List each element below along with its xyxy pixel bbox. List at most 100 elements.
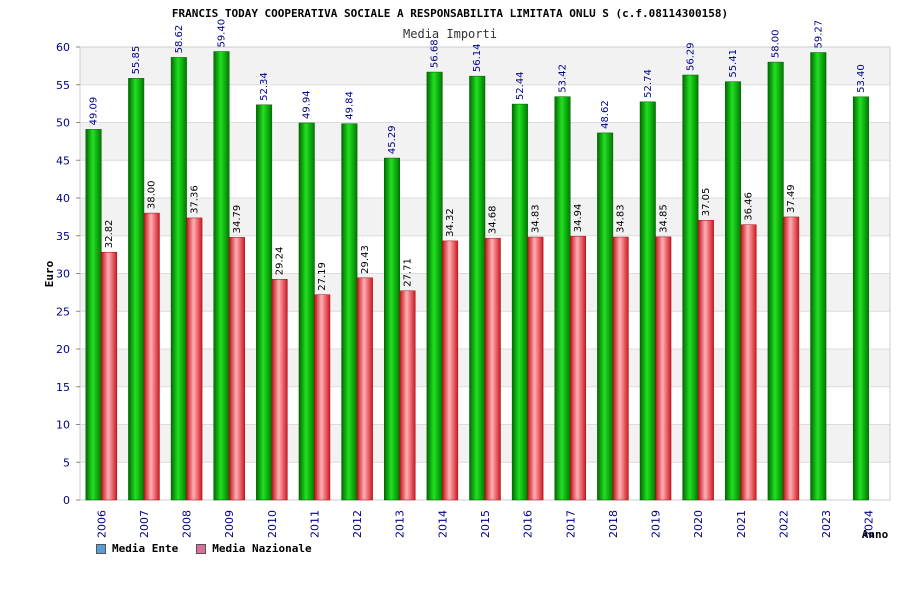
bar-ente-2012 — [341, 123, 358, 501]
data-label-nazionale-2016: 34.83 — [530, 204, 541, 233]
bar-nazionale-2017 — [570, 235, 587, 501]
bar-nazionale-2015 — [484, 237, 501, 501]
y-tick-label: 35 — [56, 230, 70, 243]
bar-nazionale-2009 — [228, 237, 245, 501]
bar-ente-2011 — [298, 122, 315, 501]
x-tick-label-2014: 2014 — [436, 510, 449, 538]
bar-ente-2022 — [767, 61, 784, 501]
bar-nazionale-2013 — [399, 290, 416, 501]
bar-ente-2024 — [852, 96, 869, 501]
x-tick-label-2024: 2024 — [863, 510, 876, 538]
data-label-nazionale-2007: 38.00 — [147, 180, 158, 209]
x-tick-label-2020: 2020 — [692, 510, 705, 538]
data-label-nazionale-2017: 34.94 — [573, 204, 584, 233]
data-label-ente-2023: 59.27 — [813, 20, 824, 49]
data-label-ente-2018: 48.62 — [600, 100, 611, 129]
y-axis: 0 5 10 15 20 25 30 35 40 45 50 55 60 — [56, 41, 80, 507]
bar-ente-2008 — [170, 57, 187, 501]
y-axis-label: Euro — [43, 260, 56, 287]
x-tick-label-2010: 2010 — [266, 510, 279, 538]
y-tick-label: 0 — [63, 494, 70, 507]
bar-ente-2017 — [554, 96, 571, 501]
x-tick-label-2015: 2015 — [479, 510, 492, 538]
chart-title: FRANCIS TODAY COOPERATIVA SOCIALE A RESP… — [172, 7, 728, 20]
data-label-nazionale-2019: 34.85 — [658, 204, 669, 233]
data-label-ente-2013: 45.29 — [387, 125, 398, 154]
bar-nazionale-2008 — [186, 217, 203, 501]
data-label-ente-2017: 53.42 — [558, 64, 569, 93]
data-label-nazionale-2009: 34.79 — [232, 205, 243, 234]
bar-nazionale-2012 — [356, 277, 373, 501]
data-label-ente-2019: 52.74 — [643, 69, 654, 98]
bar-ente-2010 — [256, 104, 273, 501]
data-label-ente-2008: 58.62 — [174, 25, 185, 54]
legend-item-nazionale: Media Nazionale — [196, 542, 312, 555]
bar-nazionale-2020 — [697, 220, 714, 501]
data-label-ente-2014: 56.68 — [430, 39, 441, 68]
x-axis: 2006 2007 2008 2009 2010 2011 2012 2013 2014 2015… — [95, 510, 875, 538]
bar-nazionale-2014 — [442, 240, 459, 501]
x-axis-label: Anno — [862, 528, 889, 541]
x-tick-label-2019: 2019 — [650, 510, 663, 538]
legend-swatch-ente — [96, 543, 106, 554]
bar-nazionale-2019 — [655, 236, 672, 501]
y-tick-label: 20 — [56, 343, 70, 356]
x-tick-label-2018: 2018 — [607, 510, 620, 538]
chart-subtitle: Media Importi — [403, 27, 497, 41]
x-tick-label-2017: 2017 — [564, 510, 577, 538]
y-tick-label: 45 — [56, 154, 70, 167]
bar-ente-2016 — [511, 103, 528, 501]
data-label-nazionale-2021: 36.46 — [744, 192, 755, 221]
y-tick-label: 15 — [56, 381, 70, 394]
bar-ente-2013 — [383, 157, 400, 501]
y-tick-label: 55 — [56, 79, 70, 92]
x-tick-label-2012: 2012 — [351, 510, 364, 538]
legend-item-ente: Media Ente — [96, 542, 178, 555]
data-label-ente-2007: 55.85 — [131, 46, 142, 75]
y-tick-label: 50 — [56, 117, 70, 130]
data-label-ente-2015: 56.14 — [472, 44, 483, 73]
data-label-nazionale-2020: 37.05 — [701, 188, 712, 217]
bar-nazionale-2010 — [271, 278, 288, 501]
x-tick-label-2011: 2011 — [308, 510, 321, 538]
bars-group: 49.09 32.82 55.85 38.00 58.62 37.36 59.40 34.79… — [85, 19, 869, 501]
bar-ente-2023 — [810, 52, 827, 501]
bar-ente-2015 — [469, 75, 486, 501]
data-label-ente-2006: 49.09 — [89, 97, 100, 126]
y-tick-label: 25 — [56, 305, 70, 318]
bar-nazionale-2007 — [143, 212, 160, 501]
data-label-nazionale-2011: 27.19 — [317, 262, 328, 291]
data-label-nazionale-2010: 29.24 — [275, 247, 286, 276]
data-label-ente-2016: 52.44 — [515, 71, 526, 100]
data-label-nazionale-2022: 37.49 — [786, 184, 797, 213]
data-label-nazionale-2013: 27.71 — [402, 258, 413, 287]
legend-label-ente: Media Ente — [112, 542, 179, 555]
bar-ente-2019 — [639, 101, 656, 501]
legend: Media Ente Media Nazionale — [96, 542, 312, 555]
bar-ente-2007 — [128, 78, 145, 501]
bar-nazionale-2021 — [740, 224, 757, 501]
data-label-nazionale-2018: 34.83 — [616, 204, 627, 233]
legend-swatch-nazionale — [196, 543, 207, 554]
data-label-ente-2022: 58.00 — [771, 29, 782, 58]
data-label-nazionale-2008: 37.36 — [189, 185, 200, 214]
data-label-ente-2024: 53.40 — [856, 64, 867, 93]
x-tick-label-2023: 2023 — [820, 510, 833, 538]
bar-ente-2006 — [85, 129, 102, 501]
x-tick-label-2021: 2021 — [735, 510, 748, 538]
data-label-ente-2009: 59.40 — [216, 19, 227, 48]
bar-ente-2018 — [597, 132, 614, 501]
y-tick-label: 30 — [56, 268, 70, 281]
x-tick-label-2016: 2016 — [522, 510, 535, 538]
bar-nazionale-2022 — [783, 216, 800, 501]
data-label-ente-2021: 55.41 — [728, 49, 739, 78]
data-label-ente-2011: 49.94 — [302, 90, 313, 119]
x-tick-label-2006: 2006 — [95, 510, 108, 538]
y-tick-label: 40 — [56, 192, 70, 205]
bar-nazionale-2016 — [527, 236, 544, 501]
bar-ente-2021 — [725, 81, 742, 501]
y-tick-label: 60 — [56, 41, 70, 54]
data-label-ente-2012: 49.84 — [344, 91, 355, 120]
data-label-ente-2020: 56.29 — [685, 42, 696, 71]
x-tick-label-2008: 2008 — [181, 510, 194, 538]
